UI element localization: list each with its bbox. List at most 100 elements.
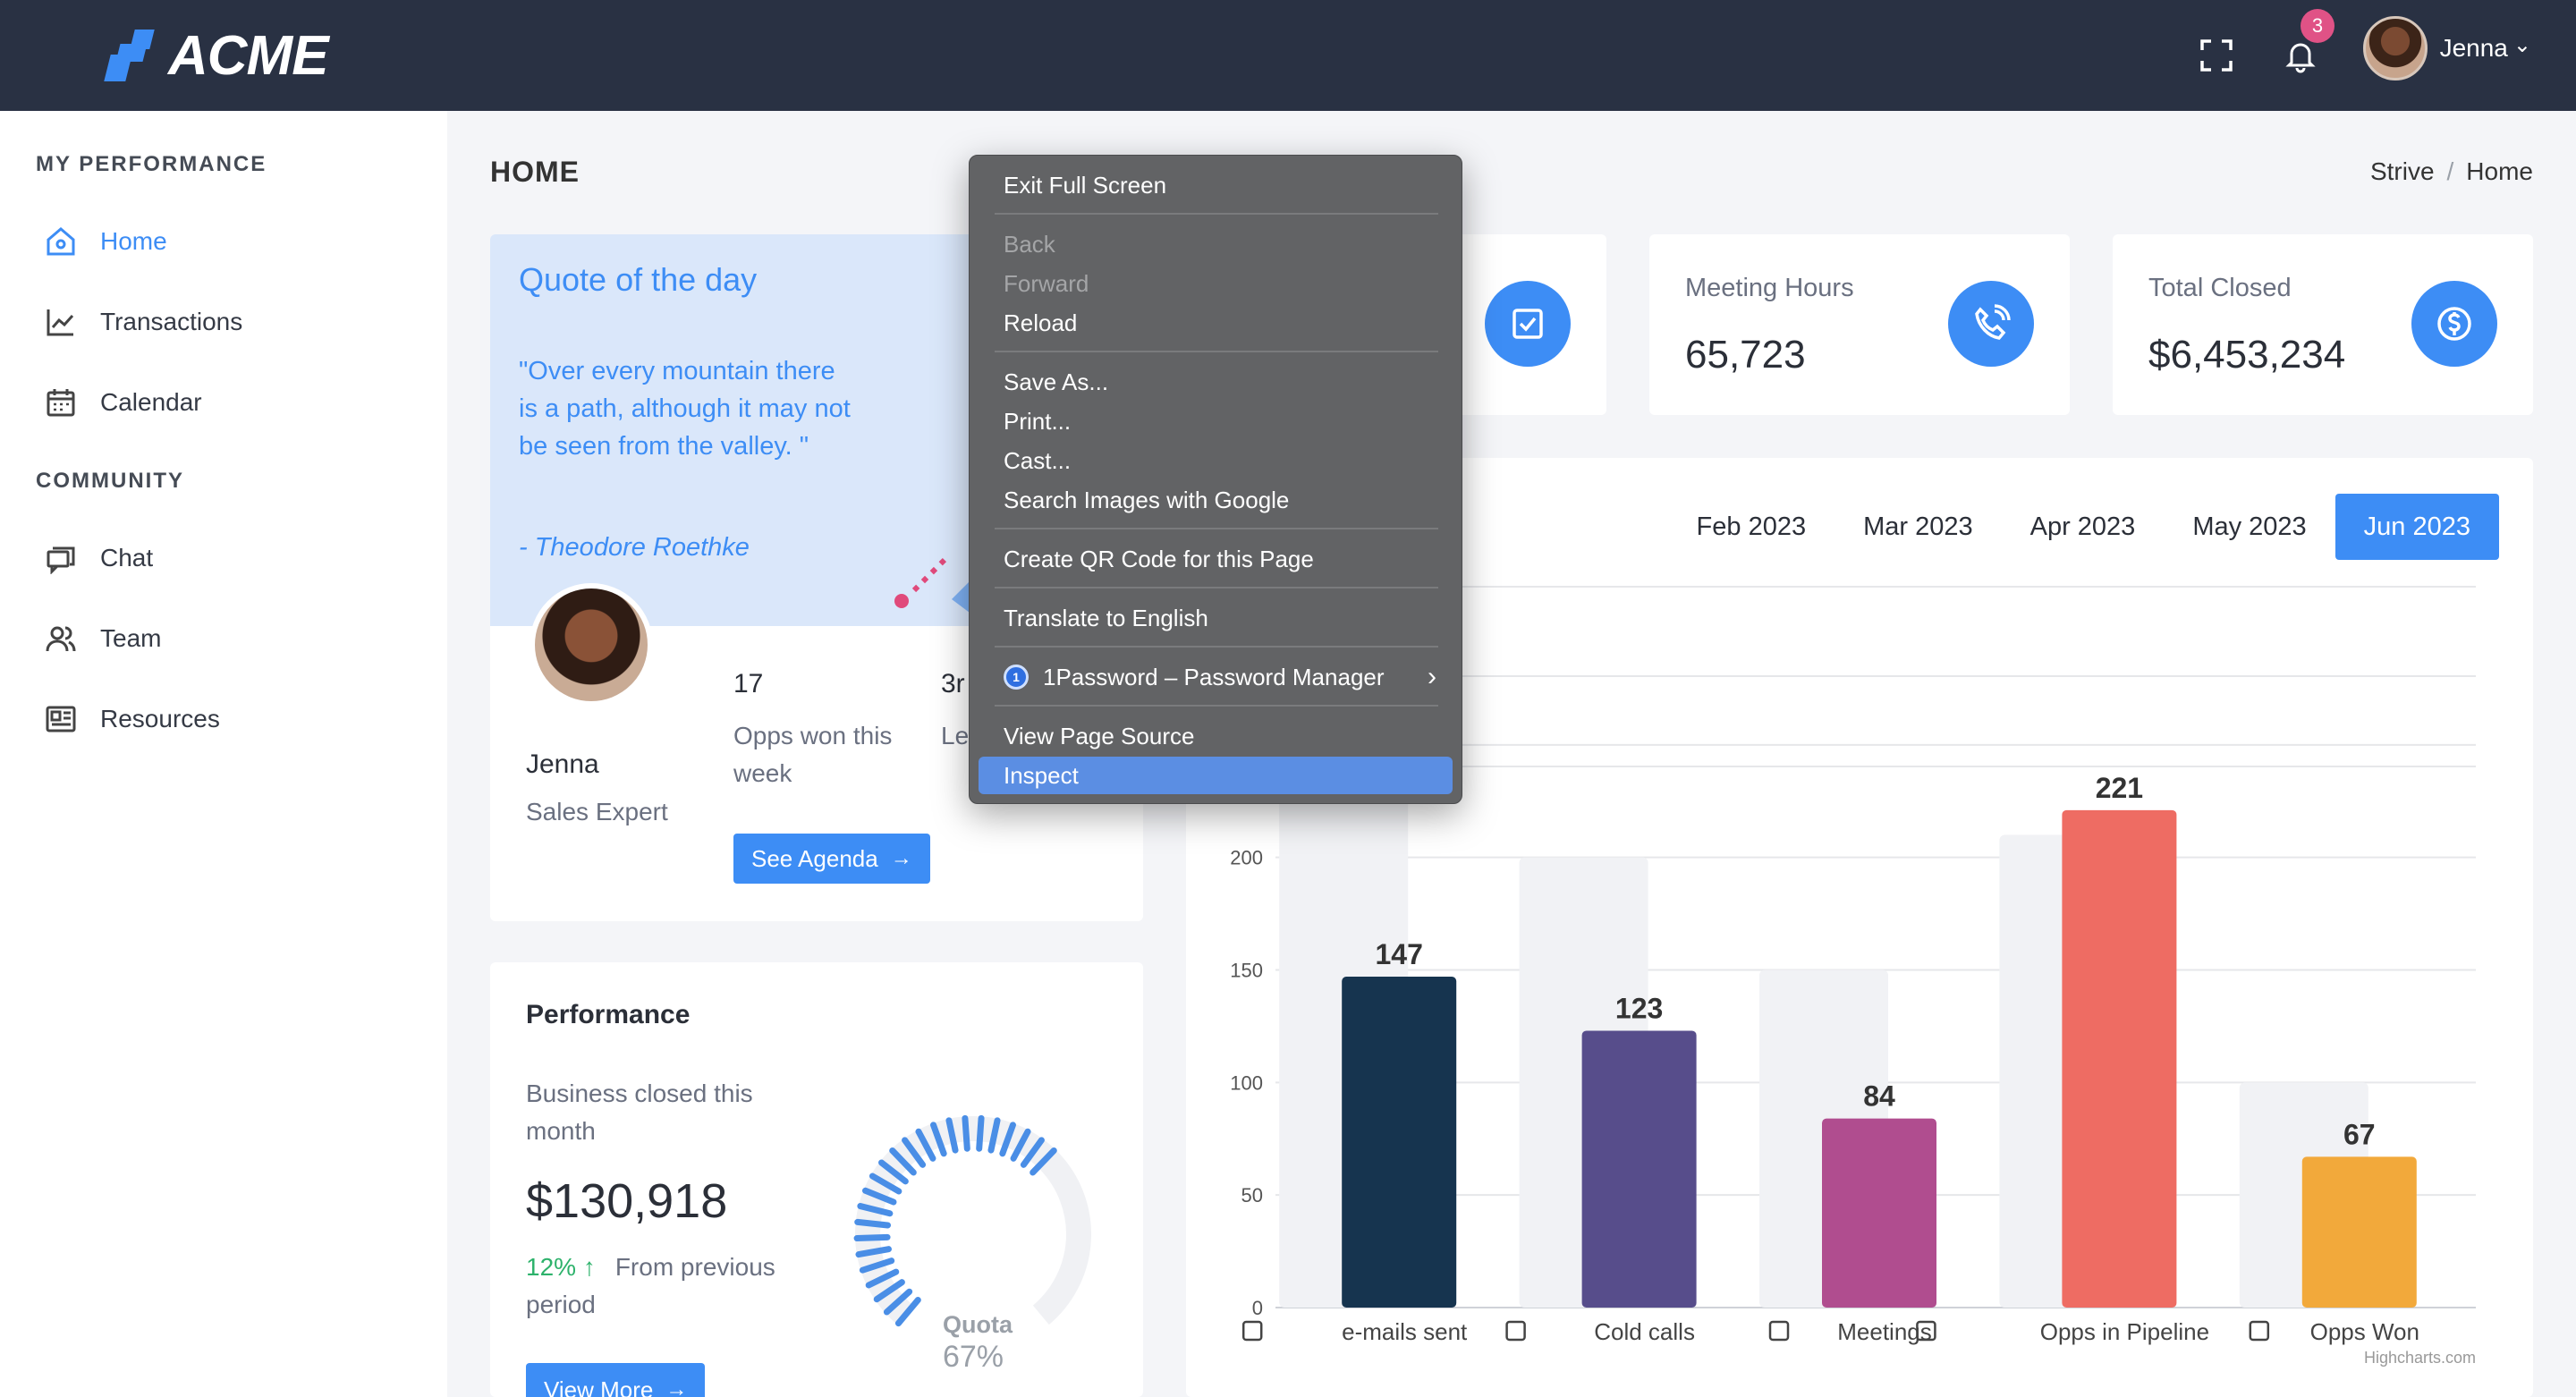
- quote-title: Quote of the day: [519, 261, 758, 298]
- view-more-button[interactable]: View More →: [526, 1363, 706, 1397]
- menu-item-view-page-source[interactable]: View Page Source: [1004, 722, 1195, 749]
- bell-icon: [2285, 43, 2316, 73]
- gauge-tick: [854, 1218, 892, 1229]
- menu-separator: [995, 646, 1438, 648]
- sidebar-item-label: Team: [100, 624, 162, 652]
- breadcrumb: Strive / Home: [2370, 157, 2533, 186]
- bar: [1581, 1030, 1697, 1308]
- tab-mar-2023[interactable]: Mar 2023: [1863, 512, 1973, 541]
- kpi-label: Total Closed: [2148, 274, 2292, 302]
- notification-badge: 3: [2301, 9, 2334, 43]
- see-agenda-label: See Agenda: [751, 844, 878, 872]
- logo-mark-icon: [100, 28, 156, 83]
- gauge-tick: [1030, 1147, 1057, 1176]
- profile-role: Sales Expert: [526, 798, 668, 826]
- 1password-icon: 1: [1004, 665, 1029, 690]
- performance-subtitle: Business closed this month: [526, 1080, 753, 1145]
- y-tick-label: 100: [1230, 1071, 1263, 1094]
- tab-jun-2023[interactable]: Jun 2023: [2334, 494, 2499, 560]
- gauge-tick: [865, 1268, 900, 1289]
- sidebar-item-transactions[interactable]: Transactions: [41, 295, 417, 349]
- x-tick-label: Opps Won: [2310, 1318, 2419, 1345]
- gauge-tick: [915, 1128, 936, 1162]
- sidebar: MY PERFORMANCE Home Transactions Calenda…: [0, 111, 447, 1397]
- sidebar-item-calendar[interactable]: Calendar: [41, 376, 417, 429]
- data-label: 67: [2343, 1118, 2376, 1150]
- stat2-value: 3r: [941, 669, 965, 698]
- y-tick-label: 200: [1230, 847, 1263, 869]
- menu-item-print[interactable]: Print...: [1004, 407, 1072, 435]
- home-icon: [41, 222, 80, 261]
- view-more-label: View More: [544, 1376, 654, 1397]
- resources-icon: [41, 699, 80, 739]
- team-icon: [41, 619, 80, 658]
- sidebar-item-chat[interactable]: Chat: [41, 531, 417, 585]
- kpi-value: 65,723: [1685, 333, 1806, 377]
- menu-item-translate[interactable]: Translate to English: [1004, 604, 1208, 631]
- sidebar-item-label: Resources: [100, 705, 220, 732]
- menu-item-back[interactable]: Back: [1004, 230, 1055, 258]
- menu-item-inspect[interactable]: Inspect: [979, 757, 1453, 794]
- kpi-label: Meeting Hours: [1685, 274, 1854, 302]
- y-tick-label: 0: [1252, 1297, 1263, 1319]
- y-tick-label: 150: [1230, 960, 1263, 982]
- sidebar-item-resources[interactable]: Resources: [41, 692, 417, 746]
- stat2-label: Le: [941, 722, 970, 749]
- breadcrumb-link-strive[interactable]: Strive: [2369, 157, 2435, 185]
- menu-item-cast[interactable]: Cast...: [1004, 446, 1072, 474]
- notifications-button[interactable]: 3: [2268, 9, 2334, 88]
- sidebar-item-team[interactable]: Team: [41, 612, 417, 665]
- gauge-track: [855, 1116, 1091, 1325]
- user-menu[interactable]: Jenna ⌄: [2362, 16, 2531, 80]
- data-label: 147: [1376, 938, 1423, 970]
- fullscreen-icon[interactable]: [2184, 23, 2249, 88]
- tab-apr-2023[interactable]: Apr 2023: [2029, 512, 2136, 541]
- menu-item-save-as[interactable]: Save As...: [1004, 368, 1109, 395]
- menu-item-forward[interactable]: Forward: [1004, 269, 1089, 297]
- gauge-tick: [894, 1297, 921, 1327]
- sidebar-item-label: Home: [100, 227, 167, 255]
- phone-icon: [1505, 1320, 1526, 1342]
- logo[interactable]: ACME: [100, 23, 329, 88]
- gauge-tick: [999, 1122, 1016, 1157]
- menu-item-reload[interactable]: Reload: [1004, 309, 1078, 336]
- data-label: 221: [2096, 772, 2143, 804]
- section-heading-community: COMMUNITY: [36, 469, 184, 493]
- menu-item-create-qr-code[interactable]: Create QR Code for this Page: [1004, 545, 1314, 572]
- tab-feb-2023[interactable]: Feb 2023: [1696, 512, 1807, 541]
- gauge-tick: [987, 1117, 1001, 1154]
- quota-gauge: 67%: [853, 1114, 1091, 1374]
- kpi-card-meeting-hours: Meeting Hours 65,723: [1649, 234, 2070, 415]
- avatar: [530, 583, 653, 707]
- bar: [1822, 1118, 1936, 1308]
- change-text: From previous period: [526, 1253, 775, 1318]
- x-tick-label: Opps in Pipeline: [2040, 1318, 2209, 1345]
- gauge-tick: [976, 1114, 985, 1152]
- sidebar-item-label: Transactions: [100, 308, 243, 335]
- menu-separator: [995, 587, 1438, 588]
- tab-may-2023[interactable]: May 2023: [2192, 512, 2307, 541]
- chevron-down-icon: ⌄: [2512, 32, 2531, 57]
- gauge-tick: [857, 1203, 894, 1217]
- see-agenda-button[interactable]: See Agenda →: [733, 834, 930, 884]
- menu-item-1password[interactable]: 1 1Password – Password Manager ›: [979, 658, 1453, 696]
- gauge-tick: [962, 1114, 970, 1152]
- quote-author: - Theodore Roethke: [519, 533, 750, 562]
- performance-change: 12% ↑ From previous period: [526, 1249, 830, 1324]
- gauge-tick: [1020, 1137, 1045, 1168]
- opps-won-label: Opps won this week: [733, 722, 893, 787]
- opps-won-value: 17: [733, 669, 764, 698]
- change-percent: 12% ↑: [526, 1253, 596, 1281]
- context-menu: Exit Full Screen Back Forward Reload Sav…: [969, 155, 1462, 804]
- gauge-tick: [859, 1257, 895, 1274]
- y-tick-label: 50: [1241, 1184, 1263, 1206]
- arrow-right-icon: →: [665, 1377, 688, 1397]
- line-chart-icon: [41, 302, 80, 342]
- bar: [2062, 809, 2177, 1308]
- menu-item-search-images[interactable]: Search Images with Google: [1004, 486, 1290, 513]
- gauge-tick: [902, 1137, 927, 1168]
- chart-credit: Highcharts.com: [2364, 1349, 2476, 1367]
- menu-item-exit-full-screen[interactable]: Exit Full Screen: [1004, 171, 1167, 199]
- sidebar-item-home[interactable]: Home: [41, 215, 417, 268]
- chevron-right-icon: ›: [1428, 662, 1436, 691]
